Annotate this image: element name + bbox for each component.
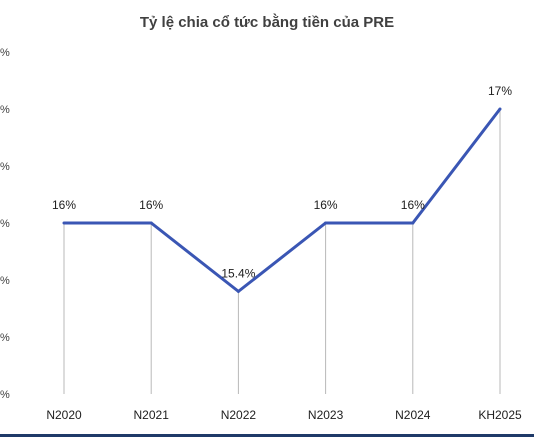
data-label: 16% [314,198,338,212]
data-point [236,289,240,293]
bottom-rule [0,434,534,437]
x-tick-label: N2024 [395,408,431,422]
y-tick-label: % [0,104,10,116]
chart-title: Tỷ lệ chia cổ tức bằng tiền của PRE [139,14,395,31]
y-tick-label: % [0,275,10,287]
data-label: 16% [52,198,76,212]
data-label: 17% [488,84,512,98]
y-tick-label: % [0,218,10,230]
y-tick-label: % [0,161,10,173]
data-point [498,107,502,111]
data-point [62,221,66,225]
data-label: 16% [139,198,163,212]
data-point [411,221,415,225]
data-point [324,221,328,225]
data-label: 16% [401,198,425,212]
x-tick-label: N2023 [308,408,344,422]
x-tick-label: N2020 [46,408,82,422]
x-tick-label: N2022 [221,408,257,422]
x-tick-label: N2021 [134,408,170,422]
data-label: 15.4% [221,266,255,280]
x-tick-label: KH2025 [478,408,522,422]
series-line [64,108,502,294]
y-tick-label: % [0,389,10,401]
y-tick-label: % [0,47,10,59]
data-point [149,221,153,225]
y-tick-label: % [0,332,10,344]
